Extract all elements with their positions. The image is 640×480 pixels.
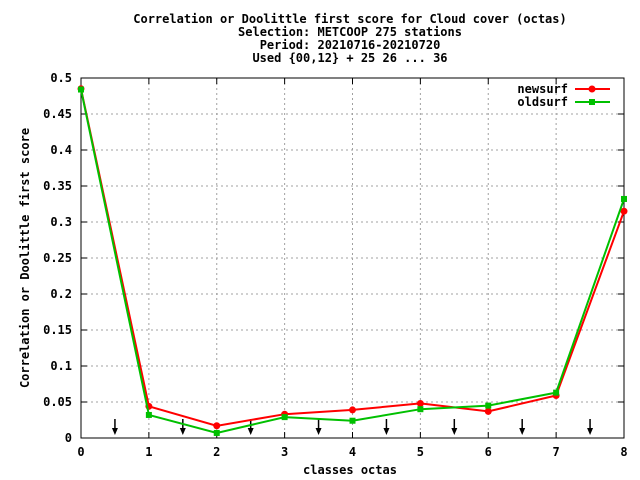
data-point-oldsurf [485,402,492,409]
arrow-marker-head-6 [519,428,526,435]
title-line-4: Used {00,12} + 25 26 ... 36 [252,51,447,65]
y-tick-label: 0.35 [43,179,72,193]
data-point-newsurf [416,399,424,407]
y-tick-label: 0.5 [50,71,72,85]
x-tick-label: 8 [620,445,627,459]
y-tick-label: 0.2 [50,287,72,301]
title-line-1: Correlation or Doolittle first score for… [133,12,566,26]
arrow-marker-head-4 [383,428,390,435]
x-tick-label: 3 [281,445,288,459]
y-tick-label: 0.4 [50,143,72,157]
axes [80,77,625,439]
title-line-3: Period: 20210716-20210720 [260,38,441,52]
y-tick-label: 0 [65,431,72,445]
data-point-newsurf [620,207,628,215]
grid [81,78,624,438]
chart-title: Correlation or Doolittle first score for… [133,12,566,65]
data-point-oldsurf [417,406,424,413]
y-tick-label: 0.15 [43,323,72,337]
legend-label-oldsurf: oldsurf [517,95,568,109]
arrow-marker-head-0 [111,428,118,435]
arrow-marker-head-5 [451,428,458,435]
x-tick-label: 2 [213,445,220,459]
data-point-oldsurf [349,417,356,424]
x-tick-label: 1 [145,445,152,459]
y-tick-label: 0.3 [50,215,72,229]
arrow-marker-head-3 [315,428,322,435]
data-point-newsurf [349,406,356,414]
series-line-oldsurf [80,89,625,435]
data-point-oldsurf [621,195,627,202]
data-point-newsurf [484,407,492,415]
x-tick-label: 6 [485,445,492,459]
arrow-markers [111,419,594,435]
arrow-marker-head-7 [587,428,594,435]
x-tick-label: 7 [553,445,560,459]
series-lines [77,85,628,436]
x-tick-label: 0 [77,445,84,459]
y-tick-label: 0.45 [43,107,72,121]
data-point-oldsurf [553,389,560,396]
x-tick-label: 4 [349,445,356,459]
data-point-newsurf [213,422,221,430]
x-tick-label: 5 [417,445,424,459]
data-point-oldsurf [281,414,288,421]
y-tick-label: 0.1 [50,359,72,373]
tick-labels: 0 1 2 3 4 5 6 7 8 0 0.05 0.1 0.15 0.2 0.25 0.3 0.35 0.4 0.… [43,71,628,459]
data-point-oldsurf [213,429,220,436]
legend-label-newsurf: newsurf [517,82,568,96]
y-axis-label: Correlation or Doolittle first score [18,128,32,388]
legend-marker-oldsurf [589,99,595,105]
y-tick-label: 0.05 [43,395,72,409]
data-point-oldsurf [145,411,152,418]
y-tick-label: 0.25 [43,251,72,265]
title-line-2: Selection: METCOOP 275 stations [238,25,462,39]
arrow-marker-head-2 [247,428,254,435]
data-point-oldsurf [78,86,84,93]
legend-marker-newsurf [588,85,596,93]
arrow-marker-head-1 [179,428,186,435]
x-axis-label: classes octas [303,463,397,477]
